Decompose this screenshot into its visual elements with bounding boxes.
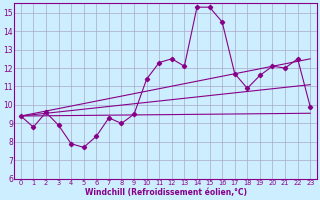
X-axis label: Windchill (Refroidissement éolien,°C): Windchill (Refroidissement éolien,°C) (84, 188, 246, 197)
